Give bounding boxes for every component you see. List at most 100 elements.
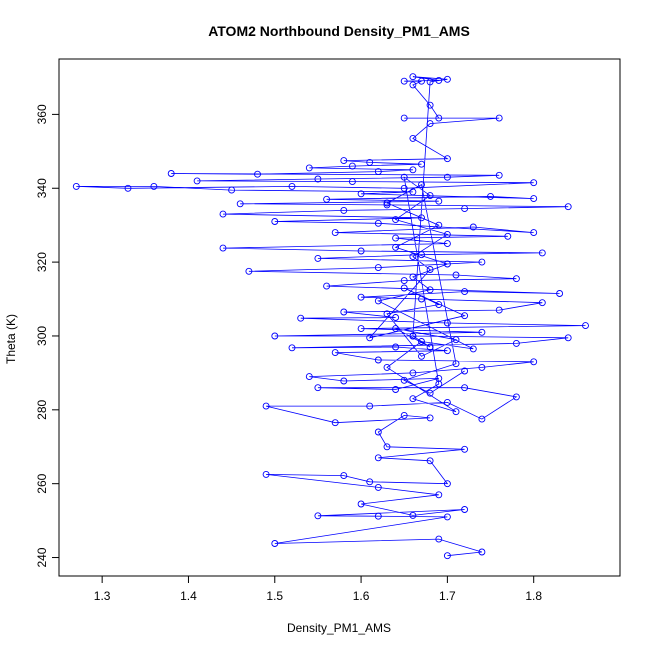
data-point [418, 160, 425, 168]
data-point [512, 339, 520, 347]
data-point [340, 472, 348, 480]
data-point [331, 419, 339, 427]
data-point [530, 195, 538, 203]
data-point [254, 170, 261, 178]
data-point [357, 500, 365, 508]
data-point [478, 415, 486, 423]
data-point [288, 182, 296, 190]
data-point [400, 376, 408, 384]
data-point [400, 173, 408, 181]
data-point [443, 398, 451, 406]
data-point [374, 219, 382, 227]
data-point [357, 293, 365, 301]
data-point [443, 480, 451, 488]
data-point [383, 443, 391, 451]
data-point [426, 120, 434, 128]
data-point [530, 179, 538, 187]
data-point [452, 408, 460, 416]
x-tick-label: 1.6 [353, 589, 370, 603]
data-point [426, 266, 434, 273]
data-point [469, 345, 477, 353]
data-point [314, 384, 322, 392]
data-point [582, 322, 589, 330]
data-point [340, 377, 348, 385]
data-point [495, 171, 503, 179]
chart-title: ATOM2 Northbound Density_PM1_AMS [208, 23, 470, 39]
x-tick-label: 1.4 [180, 589, 197, 603]
data-point [512, 393, 520, 401]
data-point [469, 223, 477, 231]
data-point [426, 457, 434, 465]
data-point [452, 336, 460, 344]
data-point [452, 271, 460, 279]
data-point [392, 243, 400, 251]
data-point [409, 395, 417, 403]
data-point [348, 162, 356, 170]
data-point [443, 513, 451, 521]
data-point [452, 360, 460, 368]
data-point [418, 181, 425, 189]
data-point [409, 81, 417, 89]
data-point [443, 552, 451, 560]
data-point [314, 254, 322, 262]
data-point [426, 101, 434, 109]
data-point [409, 273, 417, 281]
data-point [443, 260, 451, 268]
data-point [400, 114, 408, 122]
data-point [478, 258, 486, 266]
data-point [72, 182, 80, 190]
data-point [426, 389, 434, 397]
data-point [374, 512, 382, 520]
data-point [409, 134, 417, 142]
data-point [383, 363, 391, 371]
data-point [219, 244, 227, 252]
data-point [236, 200, 244, 208]
data-point [340, 206, 348, 214]
data-point [487, 192, 494, 200]
data-point [392, 234, 400, 242]
data-point [564, 334, 572, 342]
data-point [426, 414, 434, 422]
data-point [366, 158, 374, 166]
data-point [461, 205, 469, 213]
y-tick-label: 340 [35, 178, 49, 198]
data-point [435, 114, 443, 122]
data-point [435, 535, 443, 543]
data-point [331, 229, 339, 237]
data-point [374, 356, 382, 364]
data-point [409, 253, 417, 261]
data-point [374, 264, 382, 272]
data-point [271, 218, 279, 225]
x-tick-label: 1.3 [94, 589, 111, 603]
data-point [418, 352, 425, 360]
data-point [435, 301, 443, 309]
data-point [409, 511, 417, 519]
data-point [271, 332, 279, 340]
data-point [443, 240, 451, 248]
data-point [530, 229, 538, 237]
data-point [331, 349, 339, 357]
data-point [409, 369, 417, 377]
data-point [124, 184, 132, 192]
data-point [374, 454, 382, 462]
data-point [340, 308, 348, 316]
data-point [443, 319, 451, 327]
data-point [392, 343, 400, 351]
data-point [400, 277, 408, 285]
data-point [512, 275, 520, 283]
data-point [504, 232, 512, 240]
series-line [76, 76, 586, 557]
data-point [443, 155, 451, 163]
x-tick-label: 1.7 [439, 589, 456, 603]
data-point [150, 182, 158, 190]
data-point [461, 312, 469, 320]
data-point [418, 338, 425, 345]
data-point [418, 214, 425, 222]
y-tick-label: 360 [35, 104, 49, 124]
y-tick-label: 260 [35, 473, 49, 493]
data-point [374, 428, 382, 436]
data-point [461, 288, 469, 296]
data-point [443, 75, 451, 83]
data-point [392, 216, 400, 224]
data-point [426, 286, 434, 294]
